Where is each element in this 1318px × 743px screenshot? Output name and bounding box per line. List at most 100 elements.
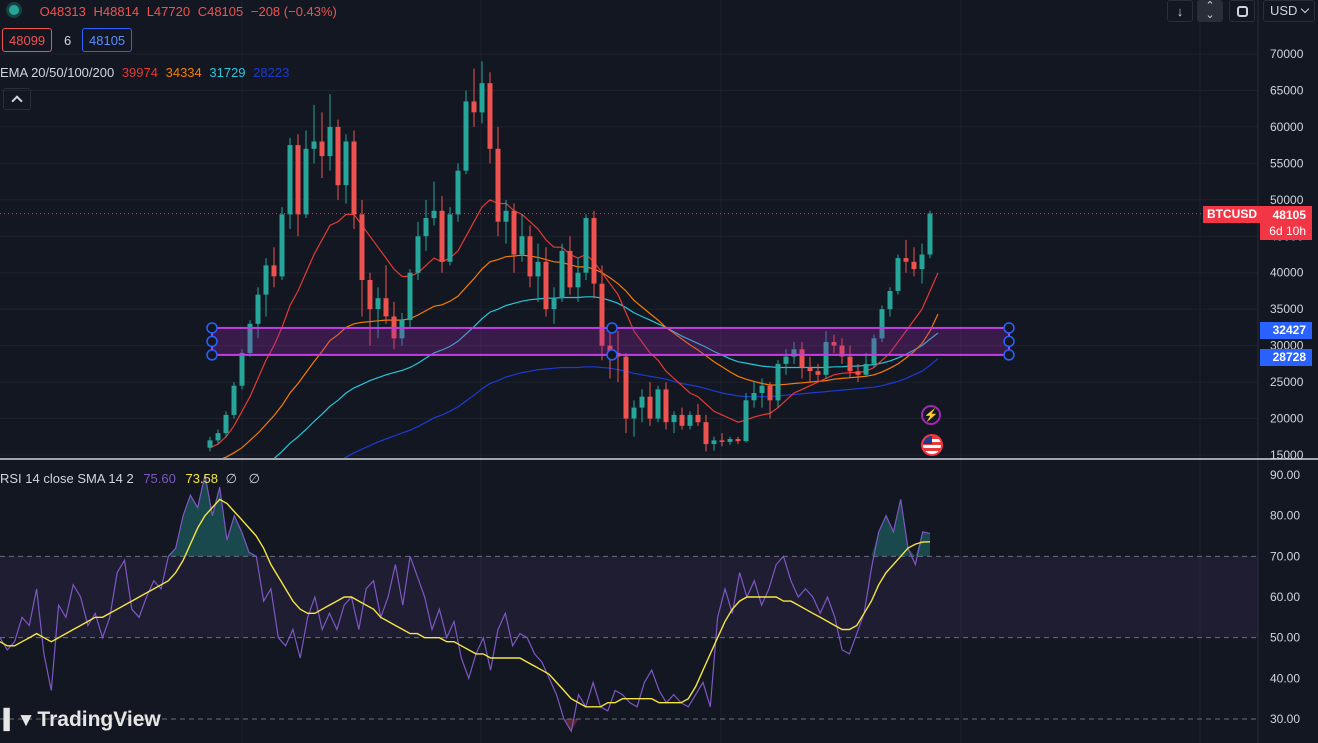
spread-value: 6 — [64, 33, 72, 48]
candle-body — [647, 396, 653, 419]
chevron-up-icon — [11, 95, 23, 107]
symbol-status-icon[interactable] — [6, 2, 22, 18]
rsi-pane — [0, 474, 1258, 733]
candle-body — [311, 141, 317, 149]
candle-body — [895, 258, 901, 291]
candle-body — [831, 342, 837, 346]
candle-body — [207, 440, 213, 448]
candle-body — [471, 101, 477, 113]
maximize-button[interactable] — [1229, 0, 1255, 22]
candle-body — [751, 393, 757, 401]
price-tag-box: 48105 6d 10h — [1260, 206, 1312, 240]
candle-body — [815, 371, 821, 375]
candle-body — [447, 214, 453, 262]
candle-body — [431, 210, 437, 219]
price-axis-label: 20000 — [1270, 412, 1304, 426]
candle-body — [927, 213, 933, 255]
change-value: −208 (−0.43%) — [250, 4, 337, 19]
close-value: C48105 — [197, 4, 244, 19]
candle-body — [903, 258, 909, 262]
ohlc-legend: O48313 H48814 L47720 C48105 −208 (−0.43%… — [0, 2, 337, 19]
candle-body — [687, 414, 693, 426]
candle-body — [791, 349, 797, 357]
candle-body — [231, 385, 237, 415]
candle-body — [383, 298, 389, 317]
sell-button[interactable]: 48099 — [2, 28, 53, 52]
rsi-label: RSI 14 close SMA 14 2 — [0, 471, 134, 486]
zone-handle — [206, 349, 218, 361]
ema200-value: 28223 — [253, 65, 290, 80]
candle-body — [823, 342, 829, 375]
rsi-axis-label: 30.00 — [1270, 712, 1300, 726]
candle-body — [215, 433, 221, 441]
candle-body — [783, 356, 789, 364]
candle-body — [695, 414, 701, 423]
rsi-overbought-fill — [168, 475, 930, 557]
price-tag-countdown: 6d 10h — [1269, 224, 1306, 238]
zone-handle — [1003, 322, 1015, 334]
rsi-legend[interactable]: RSI 14 close SMA 14 2 75.60 73.58 ∅ ∅ — [0, 471, 260, 487]
candle-body — [239, 352, 245, 386]
us-flag-event-icon[interactable] — [921, 434, 943, 456]
candle-body — [511, 210, 517, 255]
candle-body — [463, 101, 469, 171]
candle-body — [847, 356, 853, 372]
rsi-oversold-fill — [563, 719, 579, 732]
rsi-value: 75.60 — [143, 471, 176, 486]
candle-body — [415, 236, 421, 273]
currency-select[interactable]: USD — [1263, 0, 1315, 22]
candle-body — [407, 272, 413, 321]
collapse-pane-button[interactable]: ⌃ ⌄ — [1197, 0, 1223, 22]
us-flag-canton — [923, 436, 932, 444]
candle-body — [631, 407, 637, 419]
ema50-value: 34334 — [165, 65, 202, 80]
rsi-axis-label: 40.00 — [1270, 671, 1300, 685]
candle-body — [855, 371, 861, 375]
candle-body — [287, 145, 293, 215]
tradingview-logo[interactable]: ▍▼ TradingView — [4, 708, 161, 732]
zone-top-label: 32427 — [1260, 322, 1312, 339]
price-axis-label: 35000 — [1270, 302, 1304, 316]
open-value: O48313 — [39, 4, 86, 19]
price-axis-label: 60000 — [1270, 120, 1304, 134]
maximize-icon — [1236, 5, 1248, 17]
candle-body — [671, 414, 677, 423]
collapse-legend-button[interactable] — [3, 88, 31, 110]
candle-body — [303, 148, 309, 215]
candle-body — [535, 261, 541, 277]
candle-body — [279, 214, 285, 277]
candle-body — [887, 291, 893, 310]
candle-body — [335, 126, 341, 186]
zone-handle — [206, 322, 218, 334]
candle-body — [247, 323, 253, 353]
candle-body — [591, 218, 597, 284]
candle-body — [663, 389, 669, 423]
ema-legend[interactable]: EMA 20/50/100/200 39974 34334 31729 2822… — [0, 65, 289, 80]
candle-body — [759, 385, 765, 393]
candle-body — [399, 320, 405, 339]
scroll-down-button[interactable]: ↓ — [1167, 0, 1193, 22]
candle-body — [423, 218, 429, 237]
candle-body — [583, 218, 589, 273]
candle-body — [623, 356, 629, 419]
candle-body — [807, 367, 813, 372]
rsi-axis-label: 70.00 — [1270, 549, 1300, 563]
price-axis-label: 15000 — [1270, 448, 1304, 462]
rsi-axis-label: 90.00 — [1270, 468, 1300, 482]
candle-body — [679, 414, 685, 426]
zone-handle — [606, 322, 618, 334]
lightning-event-icon[interactable]: ⚡ — [921, 405, 941, 425]
buy-button[interactable]: 48105 — [82, 28, 133, 52]
candle-body — [503, 210, 509, 222]
candle-body — [655, 389, 661, 419]
candle-body — [775, 363, 781, 401]
price-tag-symbol: BTCUSD — [1203, 206, 1261, 223]
candle-body — [367, 280, 373, 310]
candle-body — [543, 261, 549, 310]
price-axis-label: 55000 — [1270, 156, 1304, 170]
price-axis-label: 50000 — [1270, 193, 1304, 207]
candle-body — [743, 400, 749, 442]
candle-body — [799, 349, 805, 368]
